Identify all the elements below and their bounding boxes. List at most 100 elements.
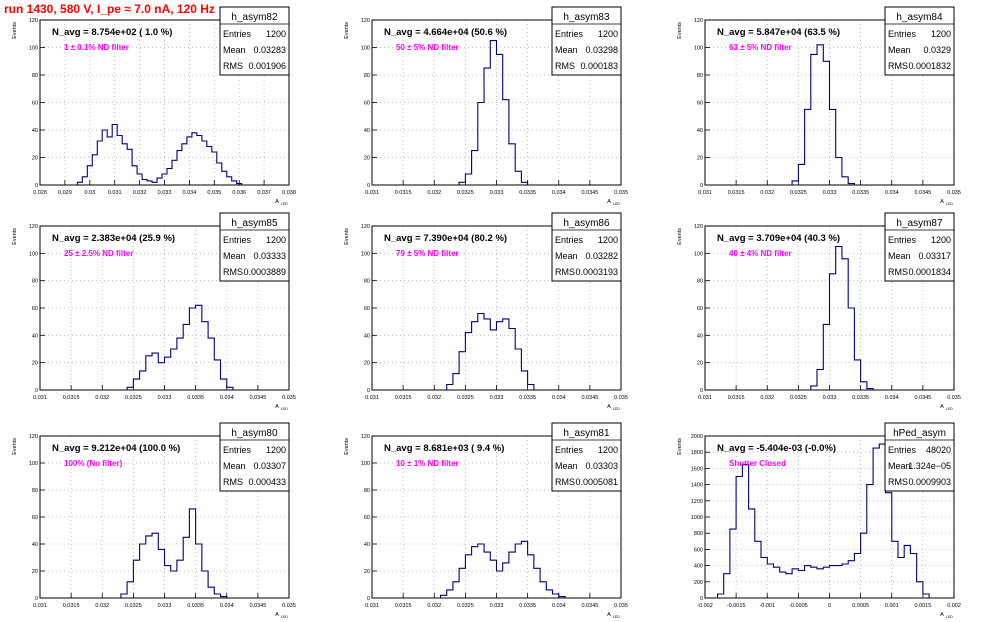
y-tick-label: 600 xyxy=(694,547,703,553)
x-tick-label: 0.032 xyxy=(427,603,441,609)
x-tick-label: 0.035 xyxy=(614,603,628,609)
x-tick-label: 0.033 xyxy=(490,190,504,196)
x-tick-label: 0.0335 xyxy=(187,395,204,401)
filter-note: 50 ± 5% ND filter xyxy=(396,43,459,52)
stats-key: Entries xyxy=(555,445,584,455)
y-tick-label: 60 xyxy=(32,306,38,312)
x-tick-label: 0.036 xyxy=(232,190,246,196)
stats-box xyxy=(884,422,955,492)
x-tick-label: 0.0315 xyxy=(728,395,745,401)
histogram-line-hPed_asym xyxy=(716,443,930,598)
x-tick-label: 0.0335 xyxy=(519,190,536,196)
panel-h_asym84: 0.031 0.0315 0.032 0.0325 0.033 0.0335 0.034 0.… xyxy=(677,6,961,206)
stats-title: h_asym82 xyxy=(231,12,278,23)
x-axis-title: A xyxy=(607,404,611,410)
x-axis-title: A xyxy=(275,612,279,618)
x-tick-label: 0.031 xyxy=(365,395,379,401)
x-tick-label: 0.0325 xyxy=(125,603,142,609)
x-axis-title-subscript: LED xyxy=(281,407,288,411)
y-tick-label: 0 xyxy=(700,183,703,189)
x-tick-label: 0.0325 xyxy=(790,190,807,196)
stats-key: Entries xyxy=(888,235,917,245)
y-tick-label: 1000 xyxy=(691,515,703,521)
navg-label: N_avg = 7.390e+04 (80.2 %) xyxy=(384,233,507,244)
y-tick-label: 120 xyxy=(29,18,38,24)
stats-key: RMS xyxy=(555,61,575,71)
y-tick-label: 20 xyxy=(32,569,38,575)
y-tick-label: 80 xyxy=(697,73,703,79)
x-tick-label: 0.032 xyxy=(760,395,774,401)
stats-key: Entries xyxy=(888,29,917,39)
stats-value: 0.0003889 xyxy=(243,267,286,277)
stats-key: RMS xyxy=(223,477,243,487)
y-tick-label: 120 xyxy=(29,434,38,440)
x-tick-label: 0.032 xyxy=(95,395,109,401)
y-tick-label: 120 xyxy=(694,224,703,230)
panel-h_asym83: 0.031 0.0315 0.032 0.0325 0.033 0.0335 0.034 0.… xyxy=(344,6,628,206)
x-tick-label: 0.034 xyxy=(885,395,899,401)
y-tick-label: 0 xyxy=(367,596,370,602)
y-tick-label: 60 xyxy=(697,306,703,312)
x-tick-label: 0.032 xyxy=(427,190,441,196)
y-tick-label: 0 xyxy=(35,596,38,602)
x-tick-label: 0.034 xyxy=(885,190,899,196)
x-tick-label: 0.033 xyxy=(158,603,172,609)
y-tick-label: 200 xyxy=(694,580,703,586)
panel-h_asym80: 0.031 0.0315 0.032 0.0325 0.033 0.0335 0.034 0.… xyxy=(12,422,296,619)
stats-box xyxy=(551,6,622,76)
x-tick-label: 0.034 xyxy=(220,603,234,609)
stats-title: h_asym85 xyxy=(231,218,278,229)
y-tick-label: 120 xyxy=(361,224,370,230)
x-tick-label: 0.034 xyxy=(552,190,566,196)
filter-note: 63 ± 5% ND filter xyxy=(729,43,792,52)
x-tick-label: 0.035 xyxy=(614,190,628,196)
x-tick-label: 0.033 xyxy=(158,395,172,401)
stats-box xyxy=(551,212,622,282)
x-tick-label: 0.034 xyxy=(552,603,566,609)
y-tick-label: 20 xyxy=(32,156,38,162)
x-axis-title-subscript: LED xyxy=(281,615,288,619)
stats-title: h_asym81 xyxy=(563,428,610,439)
y-tick-label: 40 xyxy=(32,542,38,548)
x-axis-title: A xyxy=(275,199,279,205)
filter-note: 25 ± 2.5% ND filter xyxy=(64,249,133,258)
stats-value: 1200 xyxy=(931,29,951,39)
stats-key: Mean xyxy=(555,461,578,471)
stats-value: 0.000433 xyxy=(248,477,286,487)
y-tick-label: 20 xyxy=(364,569,370,575)
stats-value: 0.03307 xyxy=(253,461,286,471)
x-tick-label: 0.033 xyxy=(490,603,504,609)
y-tick-label: 0 xyxy=(700,388,703,394)
y-tick-label: 40 xyxy=(364,542,370,548)
y-tick-label: 60 xyxy=(32,101,38,107)
histogram-line-h_asym86 xyxy=(446,312,535,390)
x-tick-label: 0.0325 xyxy=(790,395,807,401)
stats-value: 1.324e−05 xyxy=(908,461,951,471)
stats-key: Entries xyxy=(888,445,917,455)
stats-value: 1200 xyxy=(598,29,618,39)
stats-value: 1200 xyxy=(266,235,286,245)
stats-key: Mean xyxy=(223,461,246,471)
stats-value: 0.03317 xyxy=(918,251,951,261)
y-tick-label: 20 xyxy=(697,361,703,367)
x-axis-title: A xyxy=(940,404,944,410)
x-tick-label: 0.035 xyxy=(282,603,296,609)
x-tick-label: 0.002 xyxy=(947,603,961,609)
navg-label: N_avg = 2.383e+04 (25.9 %) xyxy=(52,233,175,244)
y-tick-label: 1800 xyxy=(691,450,703,456)
stats-key: Entries xyxy=(223,235,252,245)
stats-value: 0.0009903 xyxy=(908,477,951,487)
panel-h_asym82: 0.028 0.029 0.03 0.031 0.032 0.033 0.034 0.035 0… xyxy=(12,6,296,206)
x-axis-title-subscript: LED xyxy=(613,615,620,619)
navg-label: N_avg = 5.847e+04 (63.5 %) xyxy=(717,27,840,38)
stats-key: RMS xyxy=(555,267,575,277)
stats-box xyxy=(884,6,955,76)
y-tick-label: 1200 xyxy=(691,499,703,505)
histogram-line-h_asym82 xyxy=(76,123,243,185)
stats-key: RMS xyxy=(888,267,908,277)
x-tick-label: 0.0315 xyxy=(63,395,80,401)
x-tick-label: 0.033 xyxy=(158,190,172,196)
y-tick-label: 120 xyxy=(361,18,370,24)
y-tick-label: 40 xyxy=(364,333,370,339)
